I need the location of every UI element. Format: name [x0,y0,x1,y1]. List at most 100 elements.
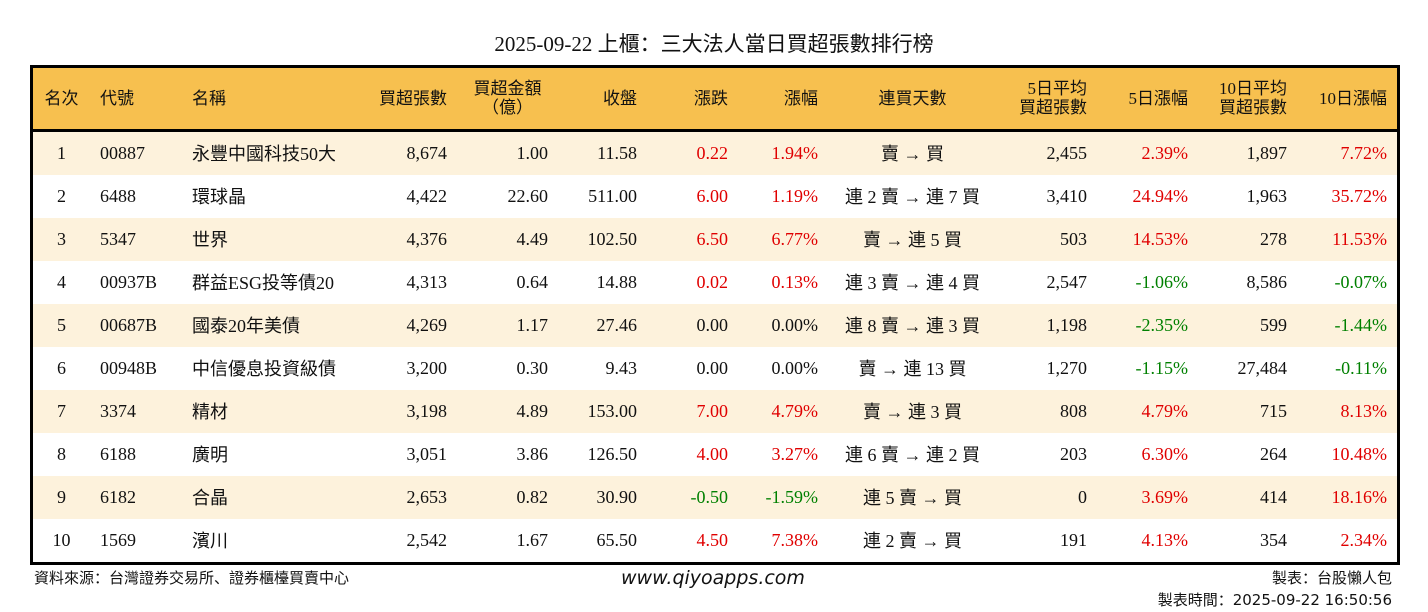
website-link[interactable]: www.qiyoapps.com [621,567,805,589]
cell-name: 合晶 [192,488,228,508]
cell-amount: 4.49 [516,228,549,249]
cell-amount: 0.82 [516,486,549,507]
cell-streak: 賣 → 買 [881,144,944,164]
cell-pct10: -1.44% [1334,314,1388,335]
cell-amount: 0.30 [516,357,549,378]
cell-pct: 0.00% [771,357,819,378]
cell-avg5: 1,270 [1046,357,1088,378]
table-row: 4 00937B 群益ESG投等債20 4,313 0.64 14.88 0.02 0.13%… [33,261,1397,304]
author: 製表：台股懶人包 [1271,569,1392,587]
cell-close: 9.43 [605,357,638,378]
cell-rank: 2 [57,185,66,206]
cell-code: 5347 [100,228,136,249]
cell-name: 世界 [192,230,228,250]
cell-pct10: 8.13% [1340,400,1388,421]
cell-change: 4.00 [696,443,729,464]
cell-avg10: 1,897 [1246,142,1288,163]
cell-change: 0.02 [696,271,729,292]
cell-code: 6188 [100,443,136,464]
cell-pct5: 3.69% [1141,486,1189,507]
header-avg10-line2: 買超張數 [1219,98,1287,118]
cell-avg10: 27,484 [1237,357,1288,378]
cell-pct5: 4.13% [1141,529,1189,550]
cell-close: 14.88 [596,271,638,292]
cell-pct10: -0.07% [1334,271,1388,292]
cell-pct10: 7.72% [1340,142,1388,163]
cell-pct5: -1.06% [1135,271,1189,292]
cell-pct: 0.13% [771,271,819,292]
cell-amount: 4.89 [516,400,549,421]
cell-buy: 4,313 [406,271,448,292]
cell-close: 27.46 [596,314,638,335]
header-pct: 漲幅 [784,88,818,108]
cell-code: 00937B [100,271,158,292]
cell-avg5: 191 [1060,529,1087,550]
cell-streak: 賣 → 連 13 買 [858,359,967,379]
table-row: 10 1569 濱川 2,542 1.67 65.50 4.50 7.38% 連 2 賣 → 買… [33,519,1397,562]
cell-code: 00887 [100,142,145,163]
header-code: 代號 [100,88,134,108]
cell-amount: 3.86 [516,443,549,464]
cell-change: 0.00 [696,357,729,378]
cell-rank: 3 [57,228,66,249]
cell-avg5: 808 [1060,400,1087,421]
ranking-table-container: 名次 代號 名稱 買超張數 買超金額 （億） 收盤 漲跌 漲幅 連買天數 5日平均… [30,65,1400,565]
cell-amount: 1.17 [516,314,549,335]
cell-avg5: 1,198 [1046,314,1088,335]
cell-change: 6.00 [696,185,729,206]
cell-close: 511.00 [588,185,637,206]
cell-pct: 1.94% [771,142,819,163]
cell-pct10: 2.34% [1340,529,1388,550]
cell-rank: 1 [57,142,66,163]
cell-name: 環球晶 [192,187,246,207]
ranking-table: 名次 代號 名稱 買超張數 買超金額 （億） 收盤 漲跌 漲幅 連買天數 5日平均… [33,68,1397,562]
header-streak: 連買天數 [878,88,947,108]
cell-pct: 7.38% [771,529,819,550]
cell-streak: 賣 → 連 5 買 [863,230,962,250]
cell-amount: 1.67 [516,529,549,550]
cell-close: 11.58 [597,142,637,163]
cell-streak: 連 5 賣 → 買 [863,488,962,508]
header-amount-line2: （億） [482,98,533,118]
header-change: 漲跌 [694,88,728,108]
cell-avg10: 1,963 [1246,185,1288,206]
cell-avg10: 414 [1260,486,1287,507]
cell-pct: 0.00% [771,314,819,335]
data-source: 資料來源：台灣證券交易所、證券櫃檯買賣中心 [34,569,350,587]
cell-change: 0.00 [696,314,729,335]
cell-rank: 8 [57,443,66,464]
cell-name: 群益ESG投等債20 [192,273,335,293]
cell-close: 65.50 [596,529,638,550]
header-rank: 名次 [44,88,79,108]
cell-code: 6182 [100,486,136,507]
cell-avg10: 599 [1260,314,1287,335]
cell-buy: 2,542 [406,529,448,550]
cell-streak: 連 3 賣 → 連 4 買 [845,273,980,293]
cell-buy: 3,200 [406,357,448,378]
cell-pct5: -2.35% [1135,314,1189,335]
cell-buy: 3,198 [406,400,448,421]
table-row: 7 3374 精材 3,198 4.89 153.00 7.00 4.79% 賣 → 連 3 買… [33,389,1397,433]
cell-pct5: -1.15% [1135,357,1189,378]
cell-change: 4.50 [696,529,729,550]
cell-avg5: 203 [1060,443,1087,464]
cell-rank: 5 [57,314,66,335]
cell-close: 126.50 [587,443,638,464]
header-name: 名稱 [192,88,226,108]
cell-avg5: 2,547 [1046,271,1088,292]
cell-buy: 8,674 [406,142,448,163]
header-pct10: 10日漲幅 [1319,88,1387,108]
table-row: 3 5347 世界 4,376 4.49 102.50 6.50 6.77% 賣 → 連 5 買… [33,217,1397,261]
cell-change: 6.50 [696,228,729,249]
cell-avg10: 278 [1260,228,1287,249]
header-close: 收盤 [603,88,637,108]
header-amount: 買超金額 （億） [457,68,558,130]
cell-pct5: 14.53% [1132,228,1189,249]
cell-buy: 4,422 [406,185,448,206]
cell-code: 00948B [100,357,158,378]
cell-pct: 1.19% [771,185,819,206]
cell-pct5: 24.94% [1132,185,1189,206]
cell-code: 6488 [100,185,136,206]
header-avg10-line1: 10日平均 [1219,79,1287,99]
cell-pct: 6.77% [771,228,819,249]
